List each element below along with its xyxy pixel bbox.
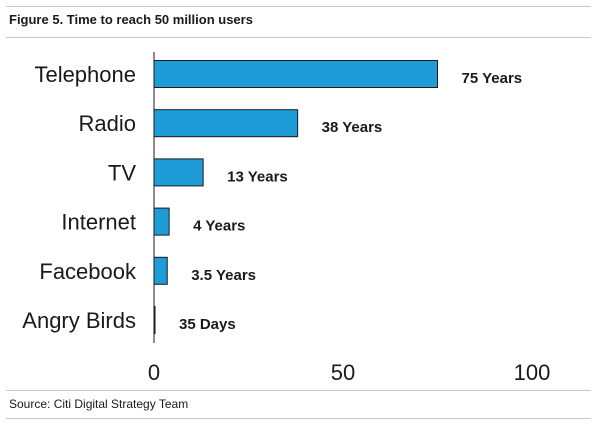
bar-tv xyxy=(153,158,204,187)
title-rule xyxy=(6,37,591,38)
bar-internet xyxy=(153,207,170,236)
bar-radio xyxy=(153,109,299,138)
category-label-facebook: Facebook xyxy=(39,259,137,284)
bar-telephone xyxy=(153,60,438,88)
category-label-angry-birds: Angry Birds xyxy=(22,308,136,333)
data-label-tv: 13 Years xyxy=(227,168,288,185)
labels-layer: Telephone 75 Years Radio 38 Years TV 13 Years… xyxy=(22,62,522,333)
data-label-telephone: 75 Years xyxy=(462,70,523,87)
category-label-internet: Internet xyxy=(61,210,136,235)
x-tick-label-0: 0 xyxy=(148,360,160,385)
category-label-telephone: Telephone xyxy=(34,62,136,87)
top-rule xyxy=(6,6,591,7)
x-tick-label-100: 100 xyxy=(514,360,551,385)
source-rule xyxy=(6,390,591,391)
data-label-facebook: 3.5 Years xyxy=(191,267,256,284)
figure-title: Figure 5. Time to reach 50 million users xyxy=(9,12,253,27)
bottom-rule xyxy=(6,418,591,419)
x-tick-label-50: 50 xyxy=(331,360,355,385)
bar-facebook xyxy=(153,256,168,285)
bars-layer xyxy=(153,60,438,334)
ticks-layer: 0 50 100 xyxy=(148,360,550,385)
category-label-tv: TV xyxy=(108,160,136,185)
figure-source: Source: Citi Digital Strategy Team xyxy=(9,397,189,411)
data-label-angry-birds: 35 Days xyxy=(179,316,236,333)
data-label-radio: 38 Years xyxy=(322,119,383,136)
category-label-radio: Radio xyxy=(79,111,136,136)
data-label-internet: 4 Years xyxy=(193,218,245,235)
